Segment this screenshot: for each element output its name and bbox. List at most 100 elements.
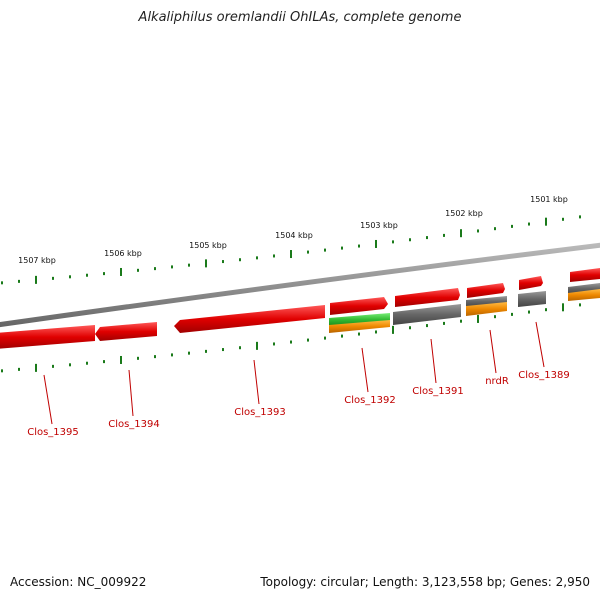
outer-scale-minor-tick [324,248,326,252]
outer-scale-minor-tick [409,238,411,242]
kbp-label-1503: 1503 kbp [360,221,398,230]
outer-scale-major-tick [205,259,207,268]
kbp-label-1501: 1501 kbp [530,195,568,204]
forward-strand-genes [330,268,600,315]
inner-scale-minor-tick [545,308,547,312]
outer-scale-major-tick [375,239,377,248]
outer-scale-minor-tick [52,276,54,280]
inner-scale-major-tick [256,341,258,350]
outer-scale-minor-tick [358,244,360,248]
inner-scale-major-tick [120,355,122,364]
inner-scale-minor-tick [86,361,88,365]
gene-clos-1392-fwd [330,297,388,315]
gene-clos-1389-fwd [519,276,543,290]
reverse-strand-genes [0,283,600,349]
outer-scale-ticks [1,215,581,285]
gene-clos-1388-fwd [570,268,600,282]
inner-scale-minor-tick [324,336,326,340]
inner-scale-minor-tick [528,310,530,314]
outer-scale-minor-tick [511,224,513,228]
gene-label-clos-1394: Clos_1394 [108,419,160,430]
outer-scale-minor-tick [477,229,479,233]
accession-text: Accession: NC_009922 [10,575,147,589]
outer-scale-minor-tick [171,265,173,269]
outer-scale-minor-tick [341,246,343,250]
gene-label-nrdr: nrdR [485,376,509,387]
inner-scale-minor-tick [239,346,241,350]
gene-labels: Clos_1395 Clos_1394 Clos_1393 Clos_1392 … [27,370,570,438]
outer-scale-minor-tick [494,227,496,231]
outer-scale-minor-tick [256,256,258,260]
outer-scale-minor-tick [562,217,564,221]
outer-scale-major-tick [35,275,37,284]
inner-scale-minor-tick [69,363,71,367]
kbp-scale-labels: 1507 kbp 1506 kbp 1505 kbp 1504 kbp 1503… [18,195,568,265]
kbp-label-1502: 1502 kbp [445,209,483,218]
leader-clos-1394 [128,369,134,417]
inner-scale-minor-tick [460,319,462,323]
outer-scale-major-tick [460,229,462,238]
outer-scale-minor-tick [188,263,190,267]
map-title: Alkaliphilus oremlandii OhILAs, complete… [138,10,462,25]
outer-scale-minor-tick [443,233,445,237]
gene-clos-1389 [518,291,546,307]
inner-scale-ticks [1,303,581,373]
inner-scale-minor-tick [494,315,496,319]
outer-scale-minor-tick [528,222,530,226]
outer-scale-minor-tick [579,215,581,219]
gene-label-clos-1391: Clos_1391 [412,386,464,397]
gene-clos-1393 [174,305,325,333]
leader-nrdr [489,329,497,374]
outer-scale-minor-tick [69,275,71,279]
leader-clos-1391 [430,338,437,384]
gene-nrdr-fwd [467,283,505,298]
outer-scale-minor-tick [137,268,139,272]
kbp-label-1507: 1507 kbp [18,256,56,265]
gene-label-leaders [43,321,545,425]
inner-scale-minor-tick [188,351,190,355]
outer-scale-minor-tick [18,279,20,283]
genome-summary-text: Topology: circular; Length: 3,123,558 bp… [260,575,590,589]
inner-scale-minor-tick [205,349,207,353]
inner-scale-major-tick [392,325,394,334]
inner-scale-minor-tick [511,312,513,316]
outer-scale-minor-tick [239,258,241,262]
leader-clos-1395 [43,374,53,425]
outer-scale-minor-tick [307,250,309,254]
gene-clos-1392-orange [329,320,390,333]
inner-scale-minor-tick [341,334,343,338]
gene-clos-1391-fwd [395,288,460,307]
inner-scale-minor-tick [290,340,292,344]
inner-scale-major-tick [562,303,564,312]
outer-scale-major-tick [545,217,547,226]
gene-clos-1394 [95,322,157,341]
leader-clos-1392 [361,347,369,393]
outer-scale-minor-tick [222,260,224,264]
inner-scale-minor-tick [154,355,156,359]
inner-scale-minor-tick [18,367,20,371]
inner-scale-minor-tick [103,360,105,364]
outer-scale-minor-tick [103,272,105,276]
gene-nrdr-orange [466,302,507,316]
inner-scale-minor-tick [375,330,377,334]
inner-scale-minor-tick [443,321,445,325]
kbp-label-1506: 1506 kbp [104,249,142,258]
outer-scale-minor-tick [273,254,275,258]
inner-scale-minor-tick [273,342,275,346]
inner-scale-minor-tick [171,353,173,357]
genome-backbone [0,242,600,328]
inner-scale-minor-tick [52,364,54,368]
inner-scale-minor-tick [1,369,3,373]
leader-clos-1389 [535,321,545,368]
inner-scale-minor-tick [307,338,309,342]
outer-scale-minor-tick [86,273,88,277]
outer-scale-minor-tick [1,281,3,285]
inner-scale-minor-tick [426,324,428,328]
inner-scale-minor-tick [222,348,224,352]
inner-scale-minor-tick [409,326,411,330]
gene-label-clos-1389: Clos_1389 [518,370,570,381]
gene-clos-1388-orange [568,289,600,301]
gene-label-clos-1395: Clos_1395 [27,427,79,438]
inner-scale-minor-tick [358,332,360,336]
